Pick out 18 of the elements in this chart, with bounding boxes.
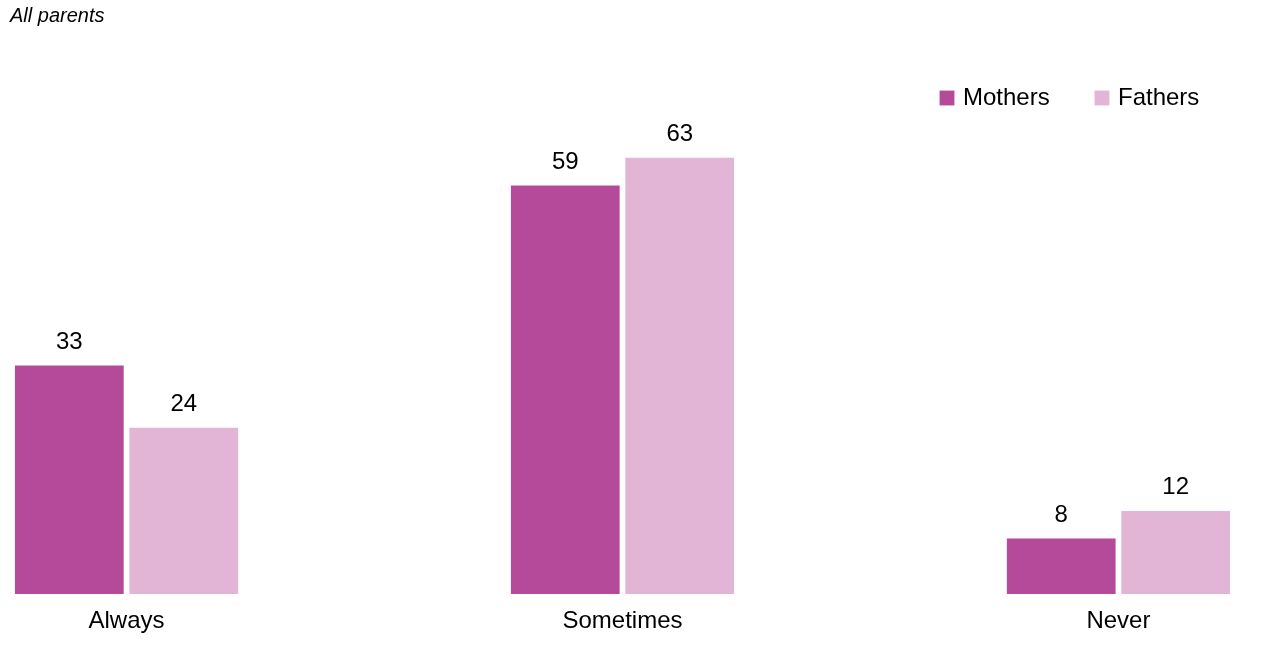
bar [510, 185, 620, 594]
bar [1121, 510, 1231, 594]
bar [625, 157, 735, 594]
bar [129, 427, 239, 594]
legend-label: Mothers [963, 83, 1050, 110]
data-label: 33 [55, 326, 83, 354]
bar [1006, 538, 1116, 594]
data-label: 59 [551, 146, 579, 174]
data-label: 8 [1054, 499, 1068, 527]
data-label: 63 [666, 118, 694, 146]
data-label: 24 [170, 388, 198, 416]
x-tick-label: Always [88, 605, 165, 633]
x-tick-label: Never [1086, 605, 1151, 633]
data-label: 12 [1162, 471, 1190, 499]
x-tick-label: Sometimes [562, 605, 683, 633]
bar [14, 365, 124, 594]
legend-label: Fathers [1118, 83, 1200, 110]
chart-subtitle: All parents [9, 4, 105, 26]
